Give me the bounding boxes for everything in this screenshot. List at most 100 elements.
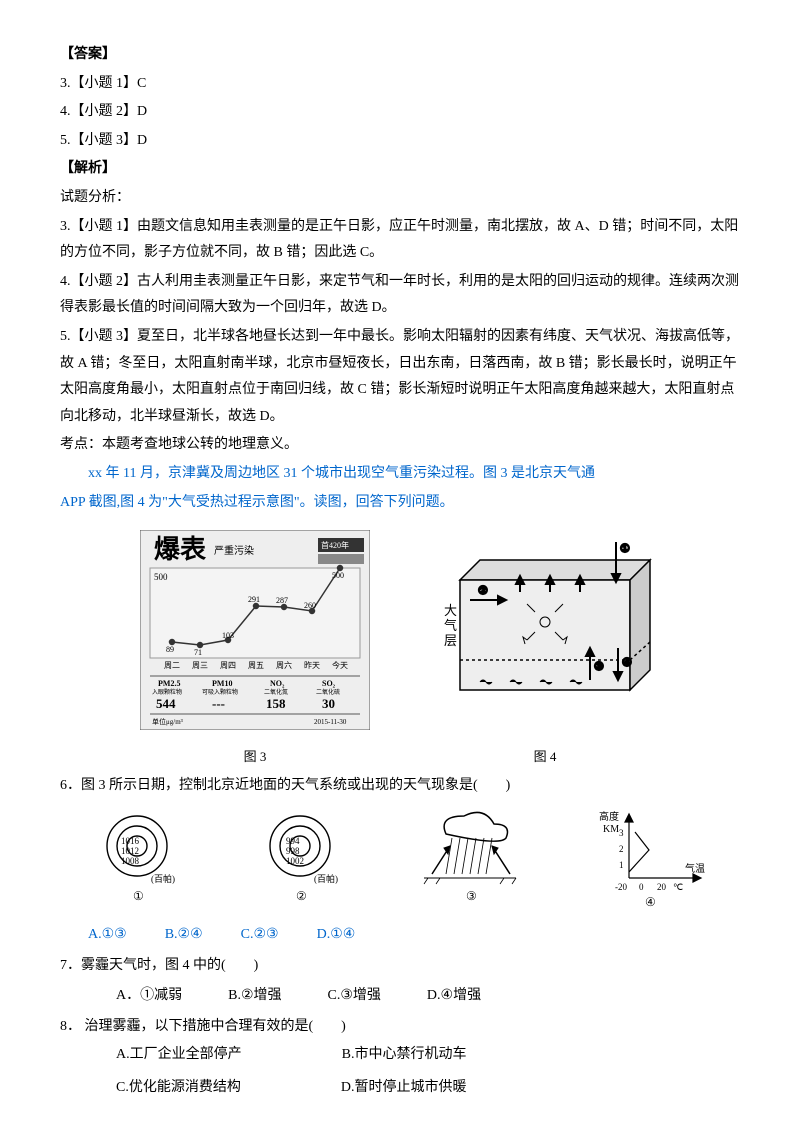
fig3-ts: 二氧化硫: [316, 688, 340, 696]
q6-optC[interactable]: C.②③: [241, 922, 279, 949]
q6-diagrams: 1016 1012 1008 (百帕) ① 994 998 1002 (百帕) …: [60, 806, 740, 916]
svg-text:今天: 今天: [332, 660, 348, 670]
q6-optD[interactable]: D.①④: [317, 922, 356, 949]
fig3-tv: 30: [322, 696, 335, 711]
answer-line: 3.【小题 1】C: [60, 71, 740, 98]
expl-intro: 试题分析：: [60, 185, 740, 212]
expl-point: 考点：本题考查地球公转的地理意义。: [60, 432, 740, 459]
passage-line2: APP 截图,图 4 为"大气受热过程示意图"。读图，回答下列问题。: [60, 490, 740, 517]
svg-text:1: 1: [619, 860, 624, 870]
passage-line1: xx 年 11 月，京津冀及周边地区 31 个城市出现空气重污染过程。图 3 是…: [60, 461, 740, 488]
q8-optB[interactable]: B.市中心禁行机动车: [342, 1042, 467, 1069]
fig4-arrow3: ③: [594, 661, 604, 673]
q6-optB[interactable]: B.②④: [165, 922, 203, 949]
q8-optA[interactable]: A.工厂企业全部停产: [116, 1042, 242, 1069]
svg-text:周二: 周二: [164, 661, 180, 670]
fig3-val: 287: [276, 596, 288, 605]
q6-diagram4: 高度 KM 3 2 1 -20 0 20 ℃ 气温 ④: [589, 806, 709, 916]
q6-optA[interactable]: A.①③: [88, 922, 127, 949]
svg-text:(百帕): (百帕): [314, 873, 338, 884]
svg-text:1008: 1008: [121, 856, 140, 866]
expl-item: 4.【小题 2】古人利用圭表测量正午日影，来定节气和一年时长，利用的是太阳的回归…: [60, 269, 740, 322]
svg-text:-20: -20: [615, 882, 627, 892]
q8-optC[interactable]: C.优化能源消费结构: [116, 1075, 241, 1102]
fig3-ts: 二氧化氮: [264, 688, 288, 696]
svg-text:998: 998: [286, 846, 300, 856]
svg-text:周六: 周六: [276, 660, 292, 670]
fig3-th: NO₂: [270, 679, 285, 688]
q6-diagram3: ③: [416, 806, 526, 916]
figure4-svg: ① ② ③ ④ 大 气: [430, 530, 660, 730]
fig3-val: 291: [248, 595, 260, 604]
svg-text:气: 气: [444, 618, 457, 633]
q8-options: A.工厂企业全部停产 B.市中心禁行机动车 C.优化能源消费结构 D.暂时停止城…: [116, 1042, 740, 1101]
fig3-tv: 158: [266, 696, 286, 711]
fig3-ymax: 500: [154, 572, 168, 582]
svg-text:1012: 1012: [121, 846, 139, 856]
svg-text:周三: 周三: [192, 661, 208, 670]
svg-text:KM: KM: [603, 824, 619, 835]
fig4-arrow2: ②: [478, 585, 488, 597]
fig3-foot-right: 2015-11-30: [314, 718, 347, 726]
fig3-val: 500: [332, 571, 344, 580]
svg-text:②: ②: [296, 889, 307, 903]
svg-text:层: 层: [444, 633, 457, 648]
q7-optA[interactable]: A．①减弱: [116, 983, 182, 1010]
svg-text:④: ④: [645, 895, 656, 909]
answer-line: 5.【小题 3】D: [60, 128, 740, 155]
svg-text:③: ③: [466, 889, 477, 903]
q7-optC[interactable]: C.③增强: [328, 983, 381, 1010]
fig3-th: PM2.5: [158, 679, 180, 688]
figure3: 爆表 严重污染 首420年 500 89 71 103 291 287: [140, 530, 370, 769]
fig3-badge: 首420年: [321, 540, 349, 550]
q6-options: A.①③ B.②④ C.②③ D.①④: [88, 922, 740, 949]
expl-item: 3.【小题 1】由题文信息知用圭表测量的是正午日影，应正午时测量，南北摆放，故 …: [60, 214, 740, 267]
q8-stem: 8． 治理雾霾，以下措施中合理有效的是( ): [60, 1014, 740, 1041]
fig3-val: 71: [194, 648, 202, 657]
figure4: ① ② ③ ④ 大 气: [430, 530, 660, 769]
fig4-arrow1: ①: [620, 543, 630, 555]
svg-text:994: 994: [286, 836, 300, 846]
fig3-th: PM10: [212, 679, 232, 688]
fig3-ts: 可吸入颗粒物: [202, 688, 238, 696]
svg-text:①: ①: [133, 889, 144, 903]
q7-optD[interactable]: D.④增强: [427, 983, 481, 1010]
svg-text:气温: 气温: [685, 862, 705, 875]
svg-text:(百帕): (百帕): [151, 873, 175, 884]
fig4-label: 图 4: [430, 745, 660, 770]
fig3-val: 89: [166, 645, 174, 654]
svg-text:0: 0: [639, 882, 644, 892]
svg-text:2: 2: [619, 844, 624, 854]
q7-options: A．①减弱 B.②增强 C.③增强 D.④增强: [116, 983, 740, 1010]
fig3-title: 爆表: [154, 535, 207, 564]
svg-text:昨天: 昨天: [304, 660, 320, 670]
answers-header: 【答案】: [60, 42, 740, 69]
fig3-val: 103: [222, 631, 234, 640]
expl-item: 5.【小题 3】夏至日，北半球各地昼长达到一年中最长。影响太阳辐射的因素有纬度、…: [60, 324, 740, 430]
expl-header: 【解析】: [60, 156, 740, 183]
svg-text:3: 3: [619, 828, 624, 838]
svg-text:℃: ℃: [673, 882, 683, 892]
svg-text:周五: 周五: [248, 661, 264, 670]
fig3-tv: 544: [156, 696, 176, 711]
q7-stem: 7．雾霾天气时，图 4 中的( ): [60, 953, 740, 980]
figure3-svg: 爆表 严重污染 首420年 500 89 71 103 291 287: [140, 530, 370, 730]
fig3-ts: 入眼颗粒物: [152, 688, 182, 696]
q6-stem: 6．图 3 所示日期，控制北京近地面的天气系统或出现的天气现象是( ): [60, 773, 740, 800]
q8-optD[interactable]: D.暂时停止城市供暖: [341, 1075, 467, 1102]
answer-line: 4.【小题 2】D: [60, 99, 740, 126]
fig3-th: SO₂: [322, 679, 336, 688]
svg-text:周四: 周四: [220, 661, 236, 670]
svg-text:高度: 高度: [599, 810, 619, 823]
fig3-tv: ---: [212, 696, 225, 711]
fig3-val: 260: [304, 601, 316, 610]
fig3-foot-left: 单位μg/m³: [152, 717, 183, 726]
svg-text:1016: 1016: [121, 836, 140, 846]
q6-diagram2: 994 998 1002 (百帕) ②: [254, 806, 354, 916]
svg-text:20: 20: [657, 882, 667, 892]
fig3-label: 图 3: [140, 745, 370, 770]
svg-text:1002: 1002: [286, 856, 304, 866]
fig4-arrow4: ④: [622, 657, 632, 669]
fig3-subtitle: 严重污染: [214, 544, 254, 557]
q7-optB[interactable]: B.②增强: [228, 983, 281, 1010]
